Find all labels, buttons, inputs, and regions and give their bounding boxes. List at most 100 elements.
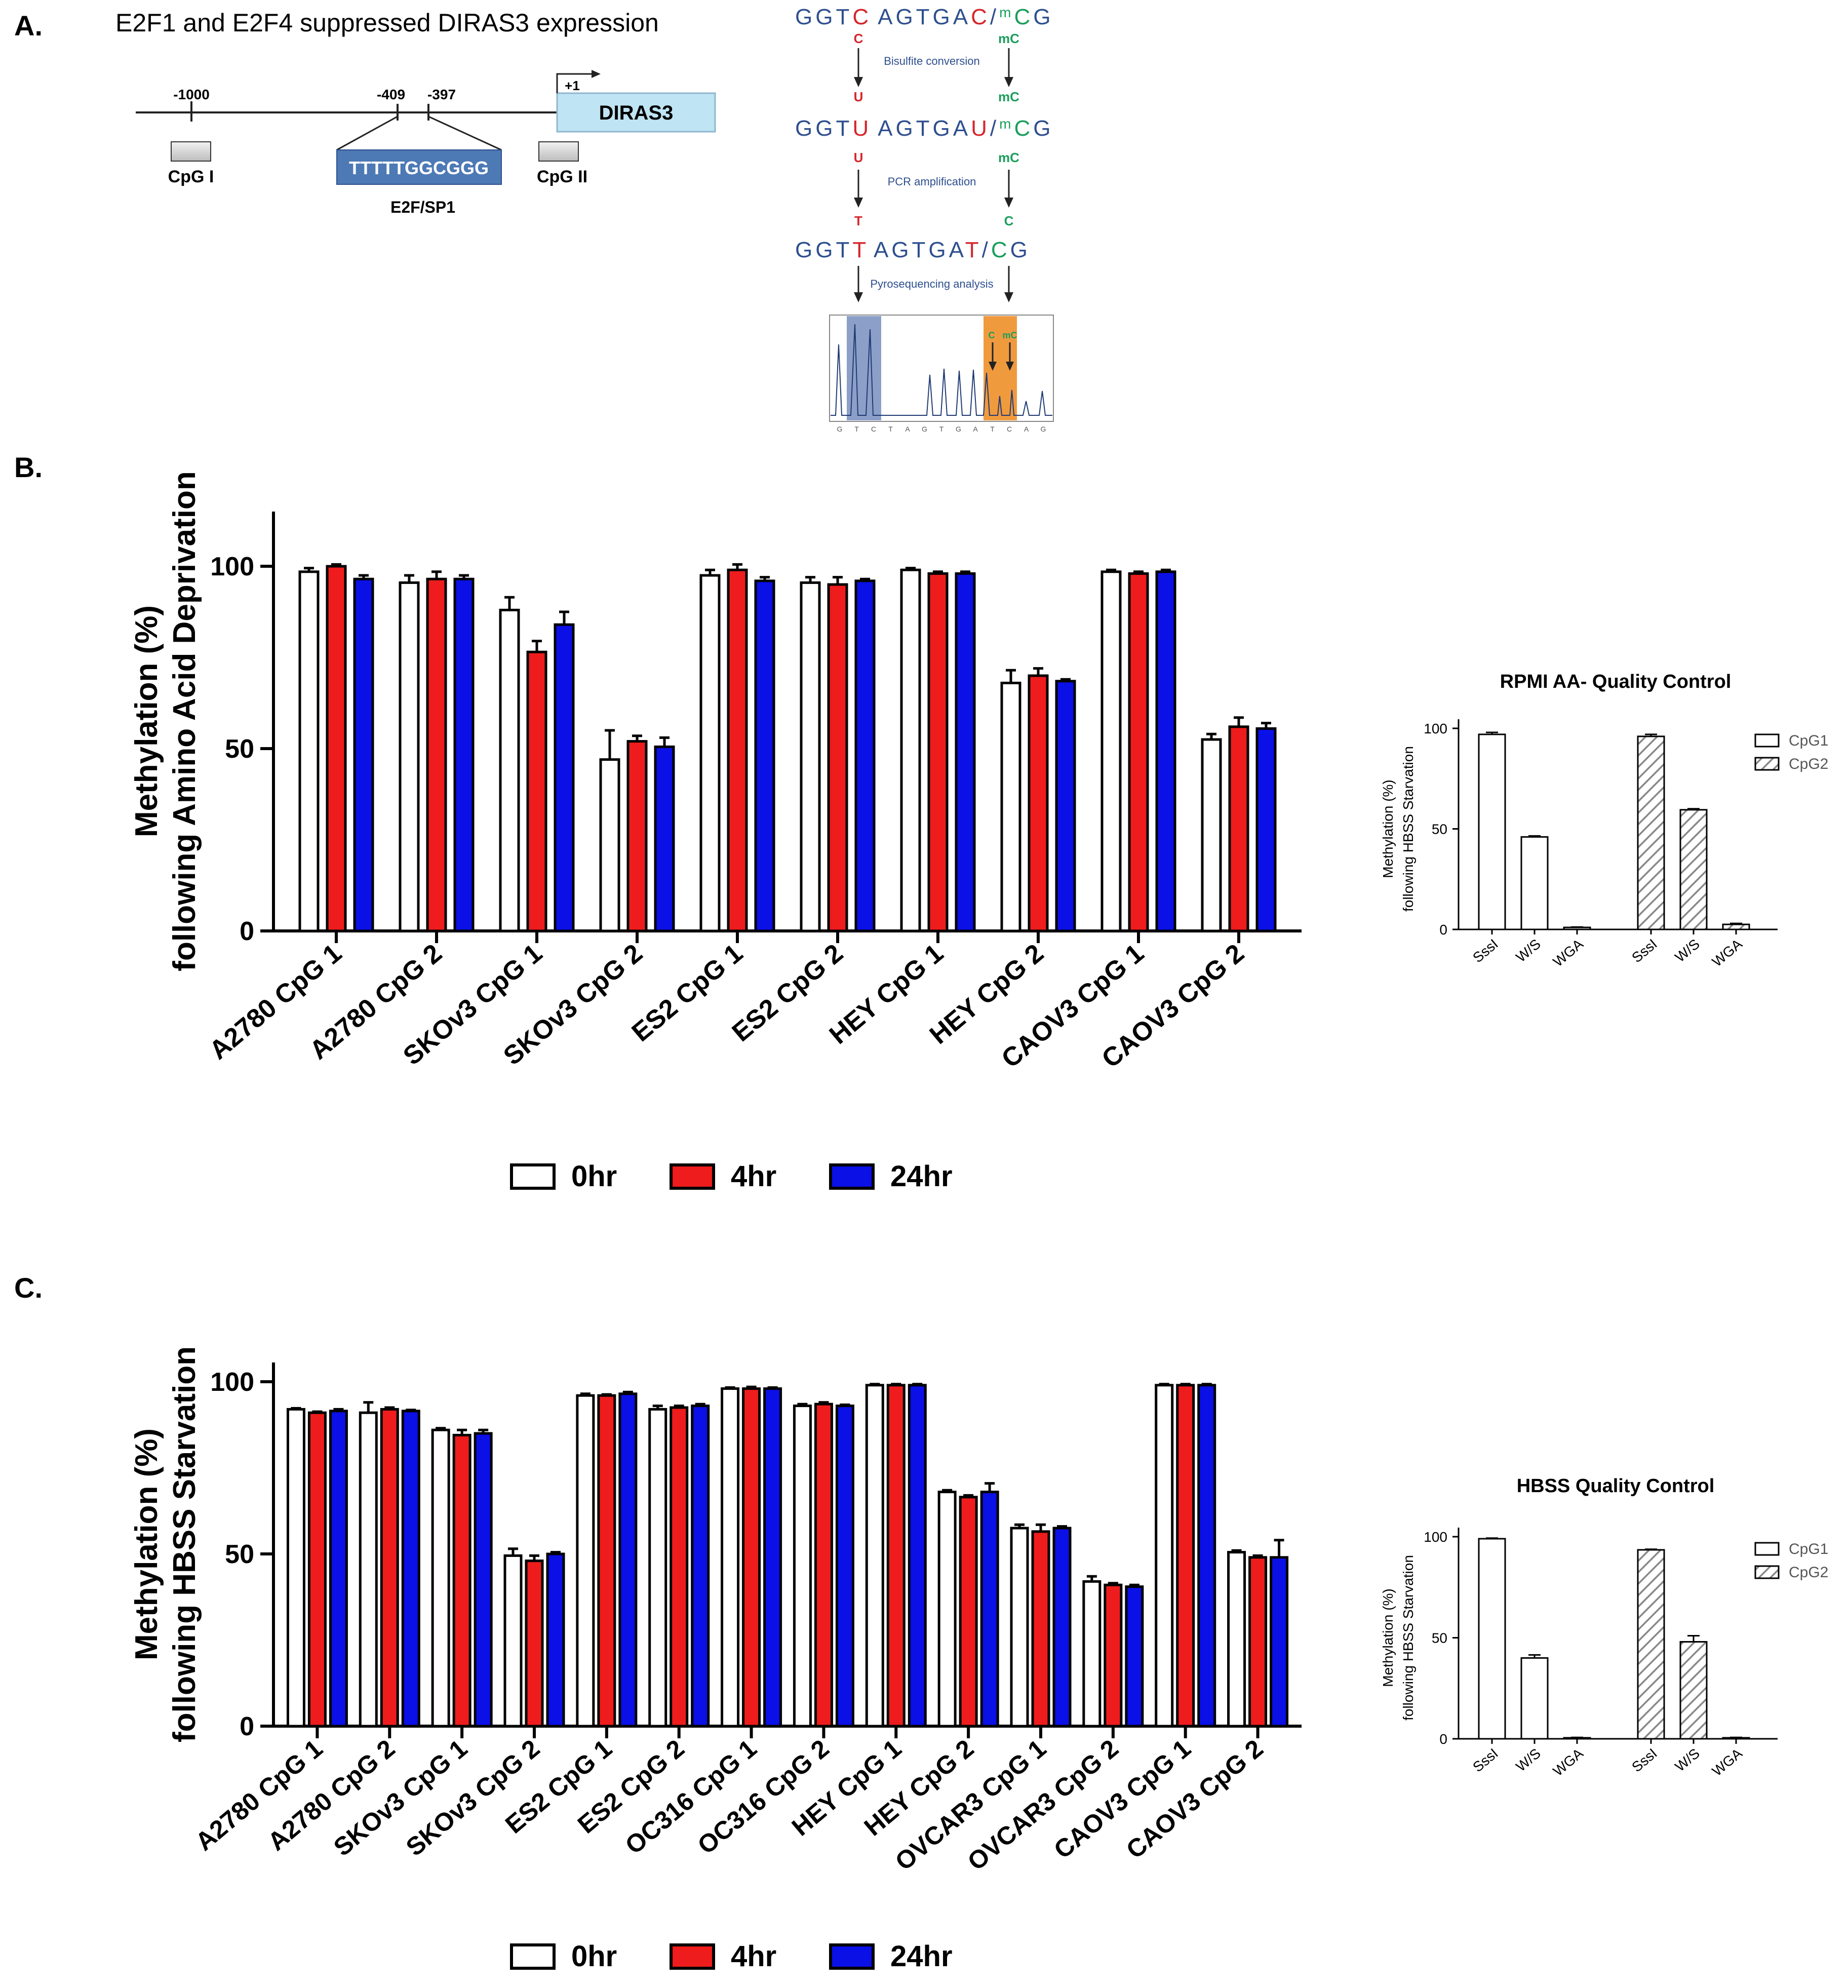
cpg2-box — [538, 141, 579, 162]
pyro-base-10: C — [1007, 425, 1012, 433]
pyrogram-blue-highlight — [847, 316, 881, 420]
bar-24hr-9 — [980, 1491, 999, 1728]
bar-24hr-4 — [618, 1392, 638, 1728]
bar-4hr-11 — [1104, 1583, 1123, 1728]
bar-4hr-9 — [959, 1496, 978, 1728]
svg-text:mC: mC — [1002, 330, 1017, 340]
bar-4hr-12 — [1176, 1384, 1195, 1728]
legend-swatch-24hr — [829, 1163, 875, 1190]
tss-label: +1 — [565, 78, 580, 93]
bar-4hr-9 — [1228, 725, 1249, 932]
qc-bar-CpG1-SssI — [1478, 733, 1506, 930]
bar-0hr-7 — [793, 1405, 812, 1728]
legend-swatch-4hr — [670, 1163, 715, 1190]
pyro-base-9: T — [990, 425, 995, 433]
seq2: GGTU AGTGAU/mCG — [795, 116, 1054, 141]
bar-0hr-6 — [900, 568, 921, 932]
bar-24hr-10 — [1052, 1527, 1072, 1728]
bar-0hr-9 — [1201, 738, 1222, 932]
svg-text:mC: mC — [998, 89, 1019, 104]
bar-24hr-13 — [1270, 1556, 1289, 1728]
bar-24hr-7 — [835, 1405, 854, 1728]
bar-24hr-3 — [546, 1552, 565, 1728]
step-pcr: PCR amplification — [888, 175, 976, 188]
bar-24hr-6 — [955, 572, 976, 932]
legend-label-4hr: 4hr — [731, 1160, 776, 1193]
chart-c-quality-control: HBSS Quality Control 0 50 100 Methylation (%… — [1380, 1475, 1828, 1779]
bar-0hr-11 — [1082, 1580, 1102, 1728]
y-axis-label-line1: Methylation (%) — [129, 605, 164, 837]
bar-24hr-0 — [353, 577, 374, 932]
bar-24hr-1 — [401, 1410, 420, 1728]
qc-y-label-line2: following HBSS Starvation — [1400, 746, 1416, 912]
svg-text:C: C — [854, 31, 863, 46]
bar-4hr-4 — [727, 568, 748, 932]
panel-b-letter: B. — [14, 451, 43, 483]
step-pyro: Pyrosequencing analysis — [870, 278, 993, 290]
label-397: -397 — [427, 87, 456, 102]
pyro-base-5: G — [922, 425, 927, 433]
bar-4hr-2 — [452, 1433, 471, 1728]
legend-label-0hr: 0hr — [571, 1940, 617, 1973]
panel-a-title: E2F1 and E2F4 suppressed DIRAS3 expressi… — [115, 9, 659, 37]
pyro-base-6: T — [939, 425, 944, 433]
cpg2-label: CpG II — [537, 167, 587, 186]
bar-0hr-0 — [286, 1408, 305, 1728]
qc-x-label-CpG2-WGA: WGA — [1709, 936, 1745, 970]
bar-4hr-7 — [814, 1402, 833, 1728]
bar-0hr-1 — [359, 1411, 378, 1728]
motif-box — [336, 149, 502, 185]
bar-24hr-7 — [1055, 680, 1076, 932]
bar-4hr-5 — [670, 1406, 689, 1728]
qc-legend-label-CpG1: CpG1 — [1789, 732, 1828, 749]
bar-0hr-8 — [865, 1384, 884, 1728]
qc-legend-label-CpG2: CpG2 — [1789, 756, 1828, 772]
qc-bar-CpG2-SssI — [1637, 1549, 1665, 1740]
cpg1-box — [171, 141, 211, 162]
bar-4hr-4 — [597, 1394, 616, 1728]
qc-x-label-CpG2-W/S: W/S — [1672, 936, 1702, 965]
chart-c-hbss-starvation: 0 50 100 Methylation (%) following HBSS Star… — [129, 1346, 1302, 1973]
pyro-base-11: A — [1024, 425, 1029, 433]
svg-text:C: C — [989, 330, 995, 340]
bar-4hr-7 — [1028, 674, 1049, 932]
label-409: -409 — [377, 87, 405, 102]
qc-y-label-line2: following HBSS Starvation — [1400, 1555, 1416, 1721]
bar-0hr-3 — [599, 758, 620, 932]
svg-text:U: U — [854, 89, 863, 104]
bar-4hr-2 — [526, 650, 547, 932]
pyro-base-4: A — [905, 425, 910, 433]
qc-x-label-CpG2-SssI: SssI — [1629, 936, 1660, 966]
bar-0hr-4 — [576, 1394, 595, 1728]
bar-24hr-1 — [453, 577, 475, 932]
qc-bar-CpG1-W/S — [1520, 1657, 1549, 1740]
qc-bar-CpG2-W/S — [1679, 1641, 1708, 1740]
legend-swatch-0hr — [510, 1163, 556, 1190]
qc-x-label-CpG1-W/S: W/S — [1513, 936, 1543, 965]
cpg1-label: CpG I — [168, 167, 214, 186]
tss-arrowhead — [592, 70, 601, 78]
bar-0hr-1 — [399, 581, 420, 932]
bar-0hr-2 — [499, 608, 520, 932]
bar-24hr-9 — [1255, 727, 1277, 932]
bar-0hr-0 — [298, 570, 320, 932]
bar-0hr-13 — [1227, 1551, 1246, 1728]
qc-y-tick-label-50: 50 — [1432, 1630, 1447, 1646]
pyro-base-8: A — [973, 425, 978, 433]
qc-x-label-CpG2-WGA: WGA — [1709, 1745, 1745, 1779]
bar-0hr-4 — [699, 574, 721, 932]
legend-swatch-0hr — [510, 1943, 556, 1970]
bar-0hr-2 — [431, 1428, 450, 1728]
pyrogram-trace — [831, 324, 1052, 416]
pyro-base-0: G — [837, 425, 843, 433]
svg-text:mC: mC — [998, 150, 1019, 165]
bar-4hr-10 — [1031, 1530, 1050, 1728]
svg-text:T: T — [854, 213, 862, 228]
zoom-line-right — [428, 115, 502, 151]
bar-24hr-11 — [1125, 1585, 1144, 1728]
motif-label: E2F/SP1 — [390, 198, 455, 216]
qc-legend-swatch-CpG1 — [1754, 733, 1780, 748]
qc-legend-label-CpG1: CpG1 — [1789, 1541, 1828, 1557]
svg-text:C: C — [1004, 213, 1014, 228]
chart-b-amino-acid-deprivation: 0 50 100 Methylation (%) following Amino Aci… — [129, 471, 1302, 1193]
